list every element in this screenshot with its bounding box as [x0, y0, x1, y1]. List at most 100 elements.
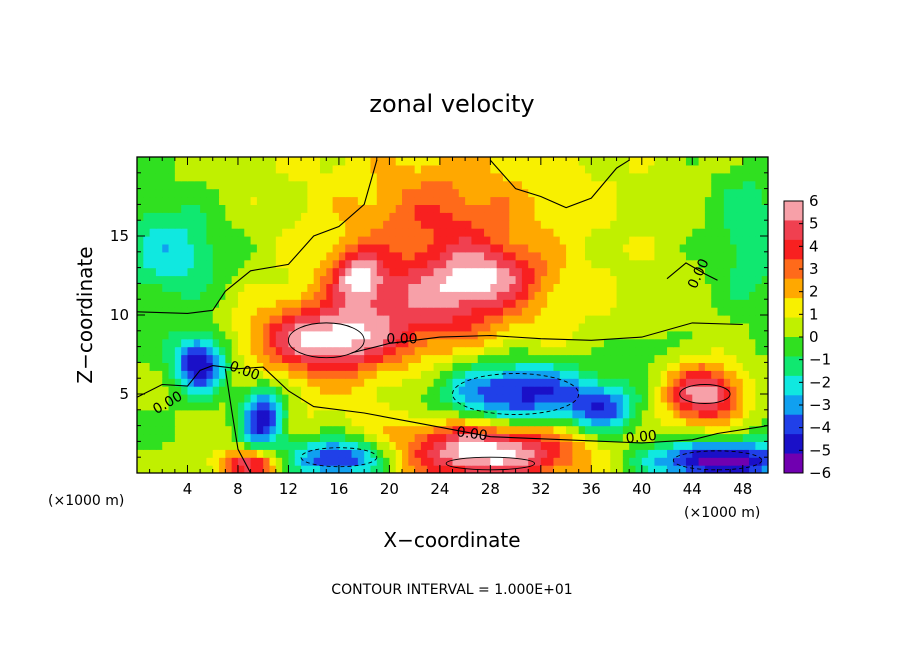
field-cell: [244, 220, 252, 229]
field-cell: [742, 172, 750, 182]
field-cell: [610, 236, 618, 245]
field-cell: [572, 338, 580, 348]
field-cell: [174, 457, 182, 466]
field-cell: [477, 465, 485, 473]
field-cell: [648, 417, 656, 427]
field-cell: [578, 370, 586, 379]
field-cell: [673, 291, 681, 300]
field-cell: [616, 401, 624, 411]
field-cell: [326, 465, 334, 473]
field-cell: [383, 259, 390, 269]
field-cell: [553, 457, 561, 466]
field-cell: [477, 220, 485, 229]
field-cell: [212, 267, 220, 277]
field-cell: [692, 228, 700, 237]
field-cell: [591, 417, 599, 427]
field-cell: [730, 172, 738, 182]
field-cell: [137, 243, 144, 253]
field-cell: [326, 346, 334, 356]
field-cell: [591, 457, 599, 466]
field-cell: [704, 275, 712, 284]
field-cell: [742, 338, 750, 348]
field-cell: [408, 386, 416, 395]
field-cell: [591, 409, 599, 419]
field-cell: [698, 291, 706, 300]
field-cell: [338, 401, 346, 411]
field-cell: [237, 315, 245, 324]
field-cell: [376, 362, 384, 371]
field-cell: [193, 204, 201, 213]
field-cell: [225, 228, 233, 237]
field-cell: [528, 291, 536, 300]
field-cell: [408, 299, 416, 308]
field-cell: [471, 362, 479, 371]
field-cell: [534, 180, 542, 190]
field-cell: [383, 267, 390, 277]
field-cell: [181, 212, 189, 221]
field-cell: [692, 401, 700, 411]
field-cell: [616, 449, 624, 458]
field-cell: [269, 243, 277, 253]
field-cell: [458, 299, 466, 308]
field-cell: [610, 283, 618, 292]
field-cell: [603, 394, 611, 403]
field-cell: [452, 433, 460, 442]
field-cell: [389, 378, 397, 387]
field-cell: [420, 315, 428, 324]
field-cell: [301, 417, 308, 427]
field-cell: [376, 465, 384, 473]
field-cell: [521, 394, 529, 403]
field-cell: [219, 164, 226, 174]
field-cell: [585, 425, 592, 435]
field-cell: [269, 220, 277, 229]
field-cell: [648, 172, 656, 182]
field-cell: [288, 212, 296, 221]
field-cell: [383, 386, 390, 395]
field-cell: [641, 196, 649, 205]
field-cell: [547, 394, 555, 403]
field-cell: [212, 370, 220, 379]
field-cell: [231, 417, 239, 427]
field-cell: [351, 425, 359, 435]
field-cell: [219, 330, 226, 340]
field-cell: [212, 196, 220, 205]
field-cell: [465, 172, 473, 182]
field-cell: [168, 315, 176, 324]
field-cell: [679, 315, 687, 324]
field-cell: [149, 283, 157, 292]
field-cell: [597, 449, 605, 458]
field-cell: [206, 228, 214, 237]
field-cell: [761, 299, 768, 308]
field-cell: [521, 354, 529, 363]
field-cell: [509, 267, 517, 277]
field-cell: [181, 172, 189, 182]
field-cell: [711, 378, 719, 387]
field-cell: [641, 425, 649, 435]
field-cell: [648, 401, 656, 411]
field-cell: [547, 307, 555, 316]
field-cell: [515, 307, 523, 316]
field-cell: [692, 465, 700, 473]
field-cell: [395, 338, 403, 348]
field-cell: [452, 157, 460, 166]
field-cell: [250, 417, 258, 427]
field-cell: [629, 362, 637, 371]
field-cell: [692, 291, 700, 300]
field-cell: [439, 322, 447, 332]
field-cell: [496, 394, 504, 403]
field-cell: [540, 164, 548, 174]
field-cell: [288, 228, 296, 237]
field-cell: [452, 220, 460, 229]
field-cell: [622, 401, 630, 411]
field-cell: [534, 228, 542, 237]
field-cell: [338, 172, 346, 182]
field-cell: [414, 433, 422, 442]
field-cell: [370, 275, 378, 284]
field-cell: [206, 196, 214, 205]
field-cell: [528, 386, 536, 395]
field-cell: [736, 449, 744, 458]
field-cell: [193, 315, 201, 324]
field-cell: [420, 236, 428, 245]
field-cell: [408, 228, 416, 237]
field-cell: [256, 236, 264, 245]
